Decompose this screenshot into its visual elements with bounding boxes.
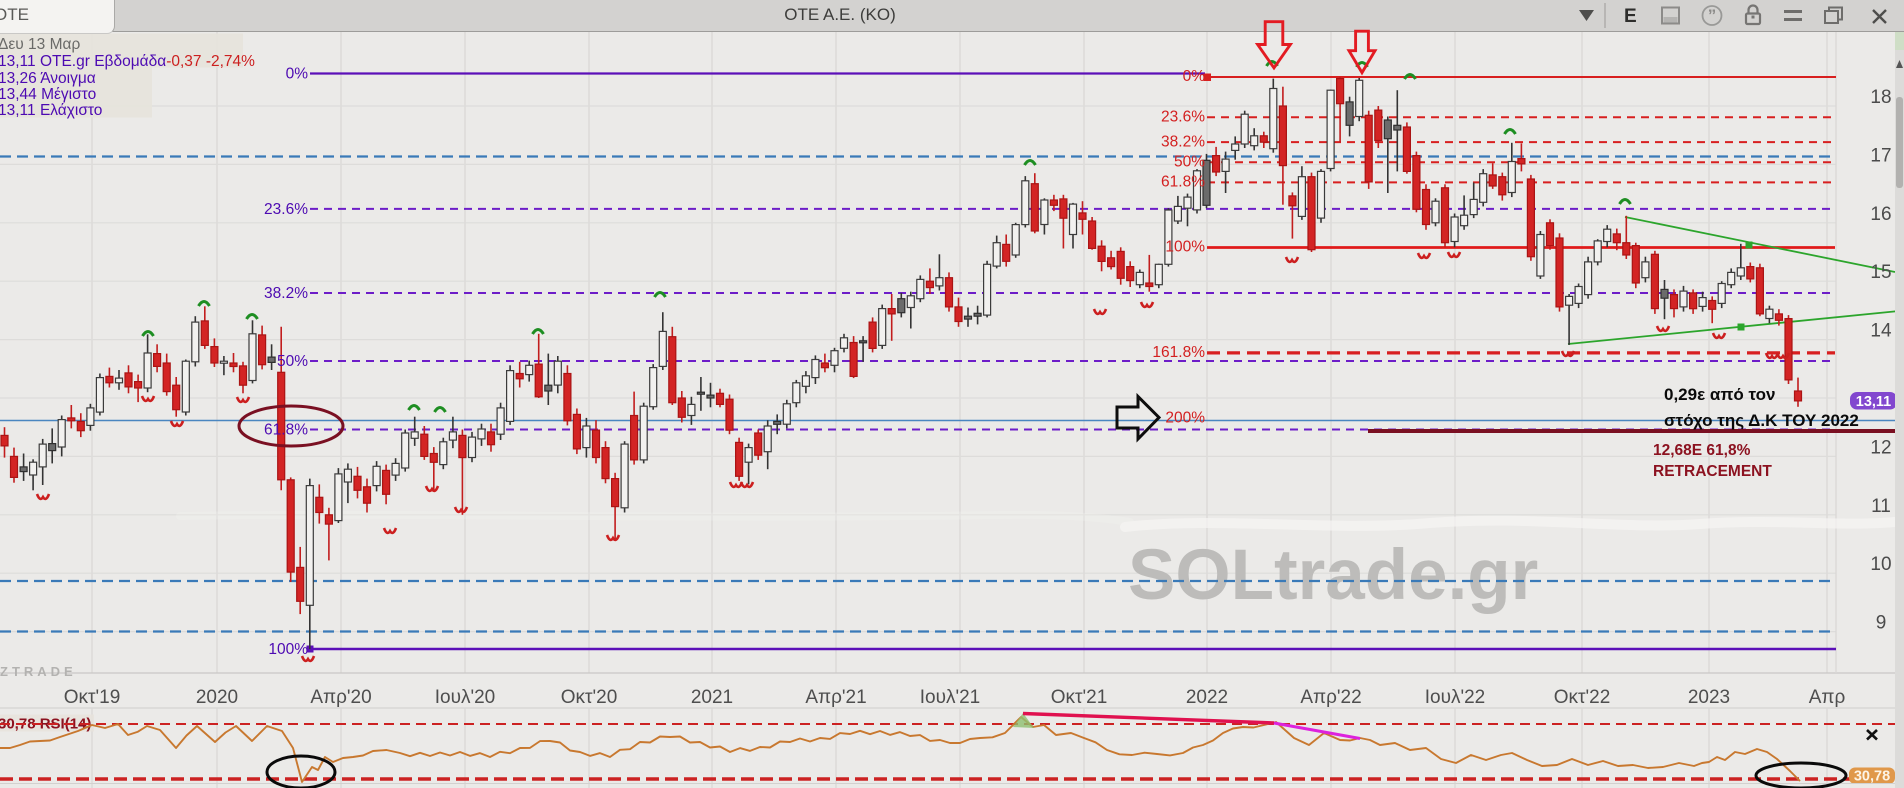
svg-text:13,11: 13,11 [1856,394,1892,410]
svg-text:16: 16 [1870,204,1891,225]
svg-text:0%: 0% [1183,68,1206,85]
svg-text:RETRACEMENT: RETRACEMENT [1653,463,1772,480]
svg-text:30,78 RSI(14): 30,78 RSI(14) [0,716,91,733]
svg-text:50%: 50% [1174,154,1205,171]
svg-text:Ιουλ'20: Ιουλ'20 [435,687,496,708]
svg-text:15: 15 [1870,262,1891,283]
svg-text:17: 17 [1870,145,1891,166]
svg-text:Οκτ'21: Οκτ'21 [1051,687,1108,708]
svg-text:18: 18 [1870,87,1891,108]
svg-text:Οκτ'22: Οκτ'22 [1554,687,1611,708]
svg-text:13,11 Ελάχιστο: 13,11 Ελάχιστο [0,102,102,119]
svg-text:12,68Ε 61,8%: 12,68Ε 61,8% [1653,442,1751,459]
svg-text:50%: 50% [277,353,308,370]
svg-text:13,26 Άνοιγμα: 13,26 Άνοιγμα [0,70,96,87]
svg-text:E: E [1624,6,1637,27]
svg-text:στόχο της Δ.Κ ΤΟΥ 2022: στόχο της Δ.Κ ΤΟΥ 2022 [1664,411,1859,430]
svg-text:14: 14 [1870,321,1892,342]
svg-text:Απρ'21: Απρ'21 [805,687,866,708]
svg-text:Απρ: Απρ [1809,687,1846,708]
svg-text:23.6%: 23.6% [1161,108,1205,125]
svg-text:Οκτ'20: Οκτ'20 [561,687,618,708]
svg-text:0%: 0% [286,66,309,83]
svg-text:10: 10 [1870,554,1891,575]
svg-text:SOLtrade.gr: SOLtrade.gr [1128,536,1538,615]
svg-text:38.2%: 38.2% [1161,133,1205,150]
svg-text:11: 11 [1871,496,1891,517]
svg-text:Ιουλ'21: Ιουλ'21 [920,687,981,708]
svg-text:161.8%: 161.8% [1152,344,1205,361]
svg-text:13,11 OTE.gr Εβδομάδα-0,37 -2,: 13,11 OTE.gr Εβδομάδα-0,37 -2,74% [0,53,255,70]
svg-text:2023: 2023 [1688,687,1730,708]
svg-text:9: 9 [1876,613,1887,634]
svg-text:2021: 2021 [691,687,733,708]
svg-text:ZTRADE: ZTRADE [0,664,77,679]
svg-text:61.8%: 61.8% [264,422,308,439]
svg-text:0,29ε από τον: 0,29ε από τον [1664,385,1775,404]
svg-text:”: ” [1708,6,1717,25]
svg-text:30,78: 30,78 [1854,769,1890,785]
svg-text:Απρ'20: Απρ'20 [310,687,371,708]
svg-text:200%: 200% [1165,410,1205,427]
svg-text:23.6%: 23.6% [264,201,308,218]
svg-text:100%: 100% [268,641,308,658]
svg-text:13,44 Μέγιστο: 13,44 Μέγιστο [0,86,96,103]
svg-text:12: 12 [1870,437,1891,458]
svg-text:Δευ 13 Μαρ: Δευ 13 Μαρ [0,36,80,53]
svg-text:2020: 2020 [196,687,238,708]
svg-text:Οκτ'19: Οκτ'19 [64,687,121,708]
svg-text:Απρ'22: Απρ'22 [1300,687,1361,708]
svg-text:Ιουλ'22: Ιουλ'22 [1425,687,1486,708]
svg-text:38.2%: 38.2% [264,285,308,302]
svg-text:61.8%: 61.8% [1161,174,1205,191]
svg-text:2022: 2022 [1186,687,1228,708]
svg-text:100%: 100% [1165,239,1205,256]
